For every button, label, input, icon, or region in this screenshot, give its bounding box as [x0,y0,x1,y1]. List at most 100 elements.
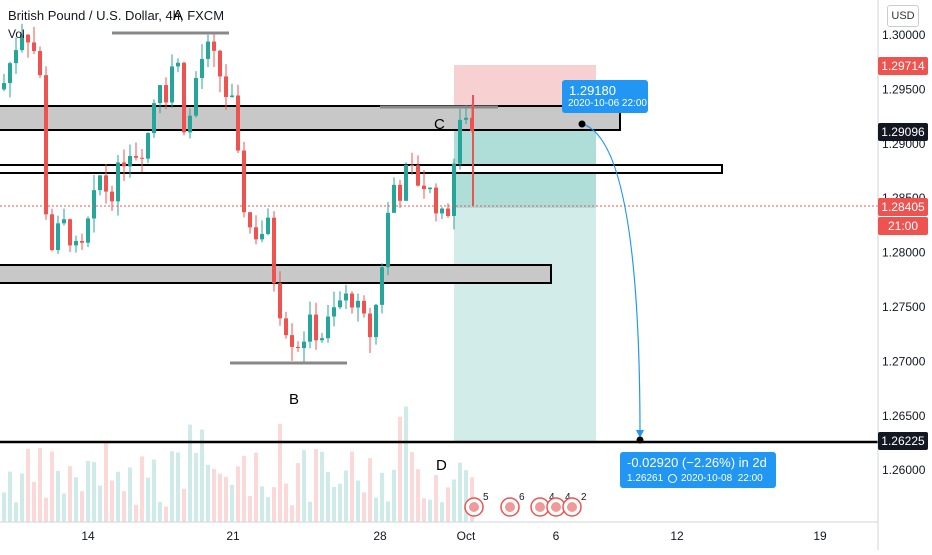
volume-bar [74,477,78,522]
price-callout-top[interactable]: 1.29180 2020-10-06 22:00 [562,80,648,113]
volume-bar [242,455,246,522]
currency-button[interactable]: USD [887,5,919,27]
candle-body [2,83,6,90]
candle-body [464,117,468,120]
volume-bar [14,502,18,522]
volume-bar [104,440,108,522]
candle-body [224,76,228,97]
projection-arrowhead-icon [636,430,644,438]
volume-bar [314,449,318,522]
volume-bar [344,470,348,522]
volume-bar [98,485,102,522]
volume-bar [260,486,264,522]
volume-bar [206,464,210,522]
economic-event-badge[interactable]: 5 [464,492,489,517]
volume-bar [38,447,42,522]
candle-body [170,66,174,103]
volume-bar [194,453,198,522]
volume-bar [464,470,468,522]
candle-body [146,133,150,159]
candle-body [56,223,60,251]
pattern-label-c: C [434,116,445,133]
volume-bar [212,468,216,522]
volume-bar [44,497,48,522]
price-axis-ticks[interactable]: 1.300001.295001.290001.285001.280001.275… [882,28,926,477]
volume-bar [296,463,300,522]
volume-bar [368,458,372,522]
candle-body [272,217,276,284]
candle-body [248,212,252,228]
candle-body [218,50,222,77]
candle-body [98,175,102,191]
volume-bar [56,470,60,522]
time-axis-ticks[interactable]: 14 21 28 Oct 6 12 19 [81,529,827,543]
candle-body [284,318,288,336]
candle-body [404,165,408,201]
candle-body [260,233,264,240]
candle-body [410,165,414,167]
candle-body [20,34,24,51]
volume-bar [428,499,432,522]
candle-body [206,41,210,59]
volume-bar [440,502,444,522]
candle-body [32,42,36,52]
svg-text:5: 5 [483,492,489,503]
candle-body [242,150,246,213]
volume-bar [26,448,30,522]
candle-body [308,314,312,342]
candle-body [92,190,96,219]
callout-top-price: 1.29180 [569,83,616,98]
candlesticks [2,23,474,363]
volume-bar [254,452,258,522]
svg-text:4: 4 [565,492,571,503]
candle-body [44,75,48,215]
resistance-zone-mid[interactable] [0,164,723,174]
volume-bar [224,476,228,522]
volume-bar [164,506,168,522]
economic-event-badge[interactable]: 4 [546,492,571,517]
candle-body [386,212,390,268]
candle-body [104,175,108,192]
projection-start-point[interactable] [578,120,586,128]
candle-body [392,184,396,213]
candle-body [458,119,462,164]
volume-bar [410,452,414,522]
time-tick-label: Oct [457,529,476,543]
candle-body [374,304,378,338]
volume-indicator-label[interactable]: Vol [8,27,25,41]
volume-bar [374,497,378,522]
candle-body [422,185,426,190]
volume-bar [140,456,144,522]
price-callout-bottom[interactable]: -0.02920 (−2.26%) in 2d 1.26261 2020-10-… [620,452,776,488]
volume-bar [182,488,186,522]
volume-bar [446,487,450,522]
price-tick-label: 1.28000 [882,246,926,260]
volume-bar [326,471,330,522]
candle-body [266,217,270,234]
candle-body [230,95,234,97]
economic-event-badge[interactable]: 6 [500,492,525,517]
candle-body [38,51,42,76]
volume-bar [134,504,138,522]
volume-bar [170,451,174,522]
volume-bars [2,406,474,522]
projection-path[interactable] [581,123,641,436]
price-tag-target: 1.26225 [878,432,928,450]
resistance-zone-top[interactable] [0,105,621,131]
candle-body [26,34,30,43]
volume-bar [338,483,342,522]
drawing-lines [0,31,878,444]
svg-text:2: 2 [581,492,587,503]
price-tick-label: 1.30000 [882,28,926,42]
svg-text:6: 6 [519,492,525,503]
volume-bar [80,491,84,522]
projection-end-point[interactable] [636,436,644,444]
economic-event-badge[interactable]: 2 [562,492,587,517]
candle-body [380,267,384,305]
pattern-label-b: B [289,391,299,408]
volume-bar [152,459,156,522]
candle-body [152,103,156,134]
price-tick-label: 1.26500 [882,409,926,423]
